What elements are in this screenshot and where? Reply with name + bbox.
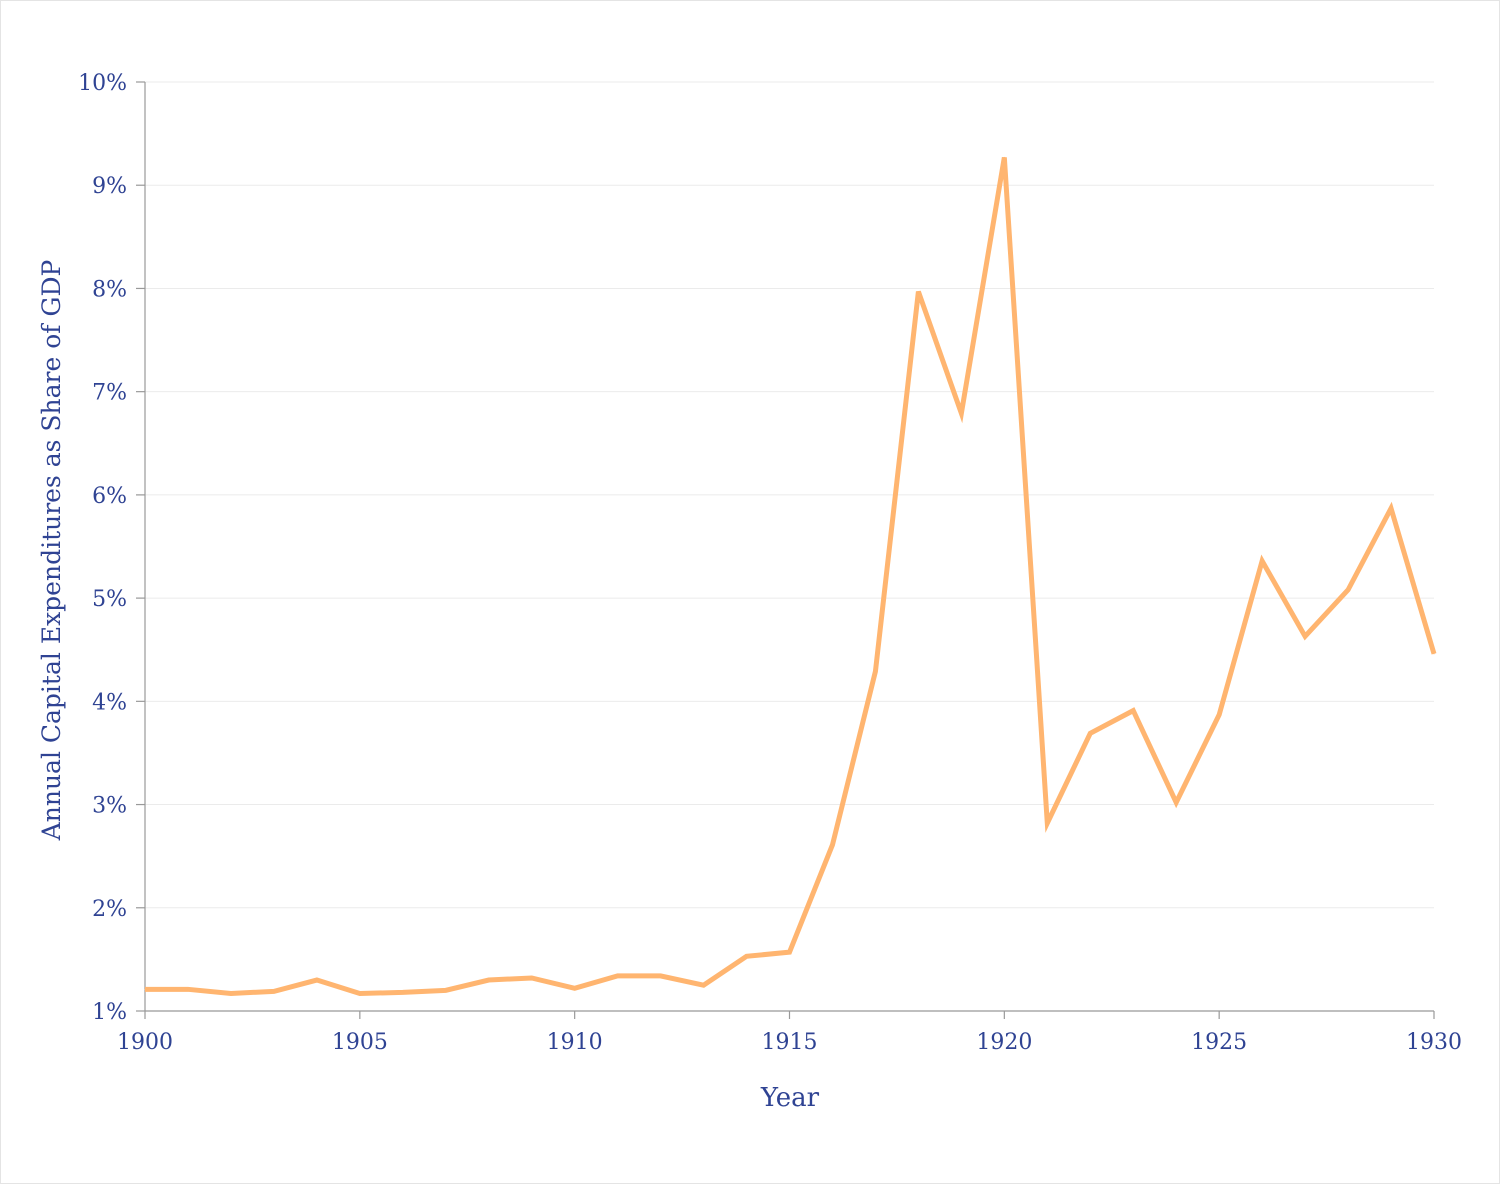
y-tick-label: 5% bbox=[92, 587, 127, 612]
data-point bbox=[402, 991, 404, 993]
data-point bbox=[445, 989, 447, 991]
y-axis-ticks: 1% 2% 3% 4% 5% 6% 7% 8% 9% 10% bbox=[78, 71, 145, 1025]
data-point bbox=[1347, 589, 1349, 591]
data-point bbox=[359, 992, 361, 994]
y-tick-label: 9% bbox=[92, 174, 127, 199]
y-tick-label: 1% bbox=[92, 1000, 127, 1025]
data-point bbox=[316, 979, 318, 981]
data-point bbox=[1003, 156, 1005, 158]
data-point bbox=[1175, 801, 1177, 803]
y-tick-label: 10% bbox=[78, 71, 127, 96]
x-tick-label: 1910 bbox=[547, 1030, 603, 1055]
x-tick-label: 1920 bbox=[976, 1030, 1032, 1055]
y-tick-label: 6% bbox=[92, 484, 127, 509]
data-point bbox=[703, 984, 705, 986]
x-tick-label: 1915 bbox=[762, 1030, 818, 1055]
data-point bbox=[1132, 710, 1134, 712]
x-tick-label: 1925 bbox=[1191, 1030, 1247, 1055]
data-point bbox=[917, 291, 919, 293]
data-point bbox=[874, 670, 876, 672]
data-point bbox=[574, 987, 576, 989]
data-point bbox=[488, 979, 490, 981]
data-point bbox=[746, 955, 748, 957]
data-point bbox=[273, 990, 275, 992]
data-point bbox=[960, 412, 962, 414]
y-tick-label: 4% bbox=[92, 690, 127, 715]
series-line bbox=[145, 156, 1437, 996]
data-point bbox=[789, 951, 790, 953]
y-tick-label: 7% bbox=[92, 381, 127, 406]
y-tick-label: 2% bbox=[92, 897, 127, 922]
x-tick-label: 1930 bbox=[1406, 1030, 1462, 1055]
data-point bbox=[1433, 653, 1435, 655]
data-point bbox=[187, 988, 189, 990]
x-axis-ticks: 1900 1905 1910 1915 1920 1925 1930 bbox=[117, 1011, 1462, 1055]
data-point bbox=[531, 977, 533, 979]
data-point bbox=[1089, 732, 1091, 734]
y-tick-label: 3% bbox=[92, 794, 127, 819]
axes bbox=[144, 82, 1434, 1012]
series-lines bbox=[144, 156, 1437, 996]
data-point bbox=[1304, 635, 1306, 637]
x-tick-label: 1905 bbox=[332, 1030, 388, 1055]
data-point bbox=[144, 988, 146, 990]
y-tick-label: 8% bbox=[92, 277, 127, 302]
data-point bbox=[1390, 507, 1392, 509]
data-point bbox=[230, 992, 232, 994]
data-point bbox=[831, 844, 833, 846]
x-tick-label: 1900 bbox=[117, 1030, 173, 1055]
data-point bbox=[617, 975, 619, 977]
data-point bbox=[1046, 822, 1048, 824]
data-point bbox=[1261, 560, 1263, 562]
gridlines bbox=[145, 81, 1434, 909]
data-point bbox=[1218, 714, 1220, 716]
data-point bbox=[660, 975, 662, 977]
x-axis-label: Year bbox=[760, 1083, 820, 1113]
y-axis-label: Annual Capital Expenditures as Share of … bbox=[37, 260, 66, 842]
